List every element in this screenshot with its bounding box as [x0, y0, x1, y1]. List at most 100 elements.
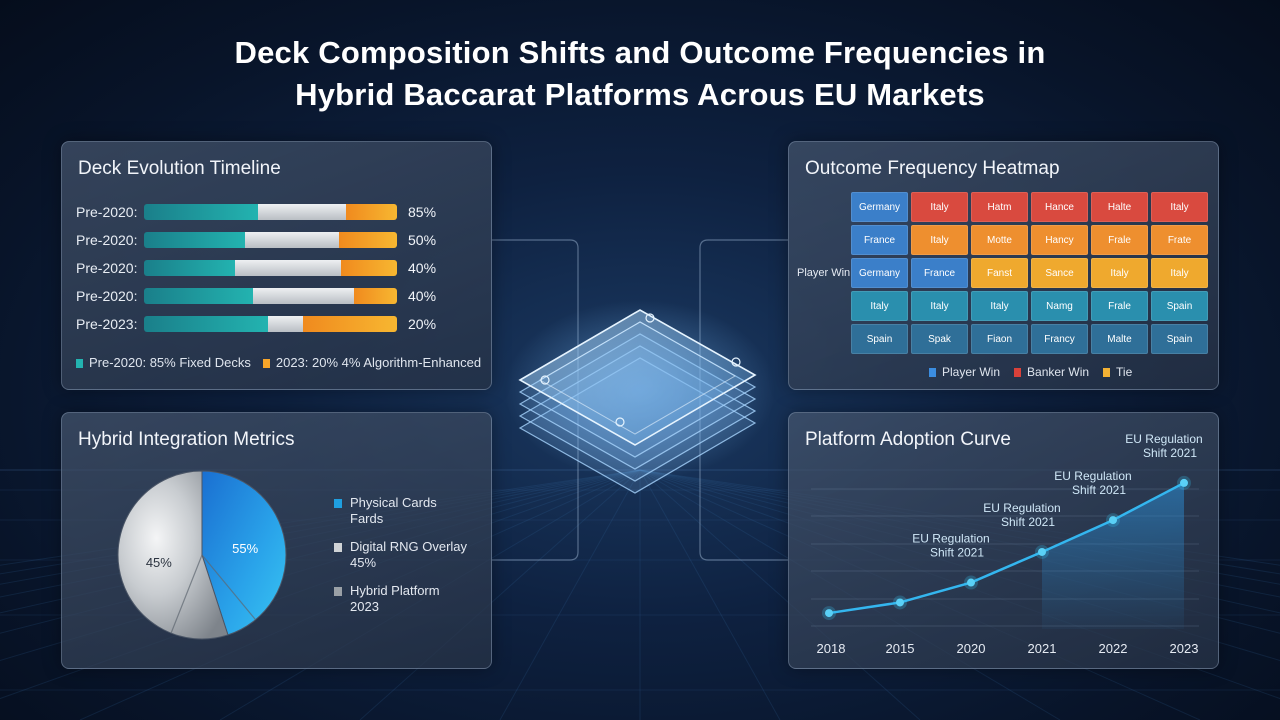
deck-row-label: Pre-2023:: [76, 316, 138, 332]
heatmap-cell: Malte: [1091, 324, 1148, 354]
deck-bar-segment: [245, 232, 339, 248]
heatmap-cell: Spain: [1151, 291, 1208, 321]
adoption-line: [828, 481, 1185, 615]
annotation-line-1: EU Regulation: [1054, 469, 1131, 483]
data-point: [896, 598, 904, 607]
pie-legend-item-1: Physical Cards Fards: [334, 495, 467, 527]
heatmap-cell: Frate: [1151, 225, 1208, 255]
pie-slice: [117, 470, 229, 640]
x-tick-label: 2020: [957, 641, 986, 656]
heatmap-cell: Namg: [1031, 291, 1088, 321]
deck-stacked-bar: [144, 316, 397, 332]
heatmap-cell: Italy: [1091, 258, 1148, 288]
adoption-panel: Platform Adoption Curve 2018 2015 2020 2021…: [788, 412, 1219, 669]
deck-bar-segment: [267, 316, 304, 332]
annotation-line-2: Shift 2021: [1072, 483, 1126, 497]
pie-divider: [170, 554, 203, 634]
deck-stacked-bar: [144, 288, 397, 304]
heatmap-cell: Hance: [1031, 192, 1088, 222]
deck-bar-segment: [144, 316, 268, 332]
deck-value-label: 85%: [408, 204, 437, 220]
data-point: [1038, 547, 1046, 556]
pie-legend-3-line1: Hybrid Platform: [350, 583, 440, 598]
heatmap-cell: Motte: [971, 225, 1028, 255]
deck-value-label: 40%: [408, 260, 437, 276]
title-line-2: Hybrid Baccarat Platforms Acrous EU Mark…: [295, 77, 985, 112]
pie-legend: Physical Cards Fards Digital RNG Overlay…: [334, 495, 467, 627]
deck-legend-label-1: Pre-2020: 85% Fixed Decks: [89, 355, 251, 370]
deck-bar-segment: [257, 204, 347, 220]
annotation-line-1: EU Regulation: [983, 501, 1060, 515]
pie-legend-2-line1: Digital RNG Overlay: [350, 539, 468, 554]
heat-legend-item-3: Tie: [1103, 365, 1132, 379]
page-title: Deck Composition Shifts and Outcome Freq…: [0, 32, 1280, 116]
x-tick-label: 2018: [817, 641, 846, 656]
deck-row: Pre-2020: 50%: [76, 231, 486, 249]
data-point: [1180, 478, 1188, 487]
adoption-area: [1042, 482, 1184, 629]
heatmap-cell: France: [851, 225, 908, 255]
heatmap-cell: Frale: [1091, 225, 1148, 255]
deck-panel-title: Deck Evolution Timeline: [78, 158, 281, 179]
deck-row: Pre-2020: 85%: [76, 203, 486, 221]
x-tick-label: 2022: [1099, 641, 1128, 656]
pie-chart: 55% 45%: [117, 470, 287, 640]
deck-row-label: Pre-2020:: [76, 204, 138, 220]
heatmap-cell: Italy: [911, 192, 968, 222]
deck-row: Pre-2023: 20%: [76, 315, 486, 333]
pie-legend-2-line2: 45%: [350, 555, 377, 570]
stack-rivet: [645, 313, 655, 323]
deck-bar-segment: [144, 288, 253, 304]
annotation-line-1: EU Regulation: [912, 532, 989, 546]
pie-slice: [201, 470, 287, 636]
annotation-line-2: Shift 2021: [1001, 515, 1055, 529]
adoption-panel-title: Platform Adoption Curve: [805, 429, 1011, 450]
heatmap-cell: Spak: [911, 324, 968, 354]
heatmap-cell: Hancy: [1031, 225, 1088, 255]
deck-row-label: Pre-2020:: [76, 260, 138, 276]
stack-inner-frame: [538, 321, 737, 435]
heatmap-cell: Italy: [911, 291, 968, 321]
deck-bar-segment: [303, 316, 397, 332]
deck-legend-item-2: 2023: 20% 4% Algorithm-Enhanced: [262, 355, 481, 370]
pie-legend-1-line1: Physical Cards: [350, 495, 437, 510]
deck-bar-segment: [144, 204, 258, 220]
deck-bar-segment: [346, 204, 397, 220]
heat-legend-label-2: Banker Win: [1027, 365, 1090, 379]
annotation-line-2: Shift 2021: [1143, 446, 1197, 460]
deck-stacked-bar: [144, 204, 397, 220]
annotation-line-2: Shift 2021: [930, 546, 984, 560]
deck-value-label: 40%: [408, 288, 437, 304]
pie-divider: [201, 554, 257, 621]
deck-stacked-bar: [144, 232, 397, 248]
deck-evolution-panel: Deck Evolution Timeline Pre-2020: 85% Pre-…: [61, 141, 492, 390]
deck-row: Pre-2020: 40%: [76, 287, 486, 305]
deck-bar-segment: [338, 232, 397, 248]
heatmap-cell: Sance: [1031, 258, 1088, 288]
heat-legend-item-1: Player Win: [929, 365, 1000, 379]
deck-bar-segment: [235, 260, 342, 276]
pie-legend-3-line2: 2023: [350, 599, 379, 614]
heatmap-cell: Spain: [1151, 324, 1208, 354]
heatmap-cell: Fiaon: [971, 324, 1028, 354]
deck-bar-segment: [353, 288, 397, 304]
heatmap-cell: Hatm: [971, 192, 1028, 222]
heatmap-cell: France: [911, 258, 968, 288]
annotation-line-1: EU Regulation: [1125, 432, 1202, 446]
heatmap-cell: Francy: [1031, 324, 1088, 354]
heatmap-cell: Spain: [851, 324, 908, 354]
data-point: [967, 578, 975, 587]
deck-value-label: 20%: [408, 316, 437, 332]
center-glass-stack: [505, 300, 775, 494]
heatmap-row-label: Player Win: [797, 267, 851, 279]
pie-legend-1-line2: Fards: [350, 511, 384, 526]
pie-panel: Hybrid Integration Metrics 55% 45% Physic…: [61, 412, 492, 669]
deck-bar-segment: [341, 260, 397, 276]
deck-legend-item-1: Pre-2020: 85% Fixed Decks: [76, 355, 251, 370]
deck-value-label: 50%: [408, 232, 437, 248]
deck-stacked-bar: [144, 260, 397, 276]
stack-top-layer: [518, 309, 757, 446]
deck-row-label: Pre-2020:: [76, 232, 138, 248]
heatmap-cell: Frale: [1091, 291, 1148, 321]
x-tick-label: 2023: [1170, 641, 1199, 656]
